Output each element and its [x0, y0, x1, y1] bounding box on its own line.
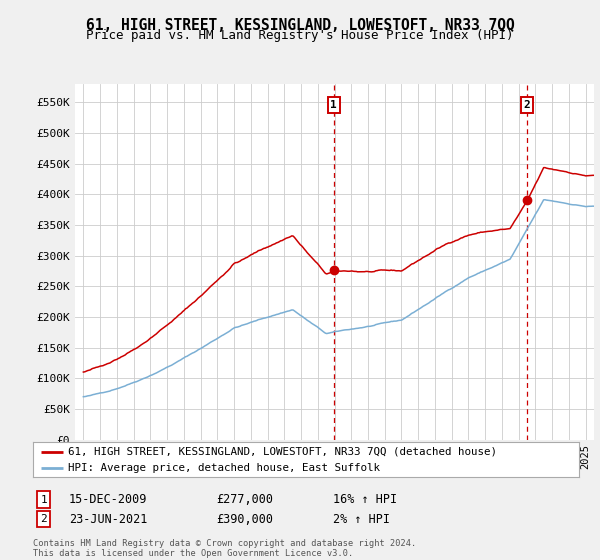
Text: 15-DEC-2009: 15-DEC-2009 [69, 493, 148, 506]
Text: Price paid vs. HM Land Registry's House Price Index (HPI): Price paid vs. HM Land Registry's House … [86, 29, 514, 42]
Text: 2% ↑ HPI: 2% ↑ HPI [333, 512, 390, 526]
Text: 1: 1 [40, 494, 47, 505]
Text: 61, HIGH STREET, KESSINGLAND, LOWESTOFT, NR33 7QQ (detached house): 61, HIGH STREET, KESSINGLAND, LOWESTOFT,… [68, 447, 497, 457]
Text: HPI: Average price, detached house, East Suffolk: HPI: Average price, detached house, East… [68, 463, 380, 473]
Text: £277,000: £277,000 [216, 493, 273, 506]
Text: 2: 2 [40, 514, 47, 524]
Text: £390,000: £390,000 [216, 512, 273, 526]
Text: 61, HIGH STREET, KESSINGLAND, LOWESTOFT, NR33 7QQ: 61, HIGH STREET, KESSINGLAND, LOWESTOFT,… [86, 18, 514, 33]
Text: 1: 1 [331, 100, 337, 110]
Text: 23-JUN-2021: 23-JUN-2021 [69, 512, 148, 526]
Text: Contains HM Land Registry data © Crown copyright and database right 2024.
This d: Contains HM Land Registry data © Crown c… [33, 539, 416, 558]
Text: 16% ↑ HPI: 16% ↑ HPI [333, 493, 397, 506]
Text: 2: 2 [523, 100, 530, 110]
